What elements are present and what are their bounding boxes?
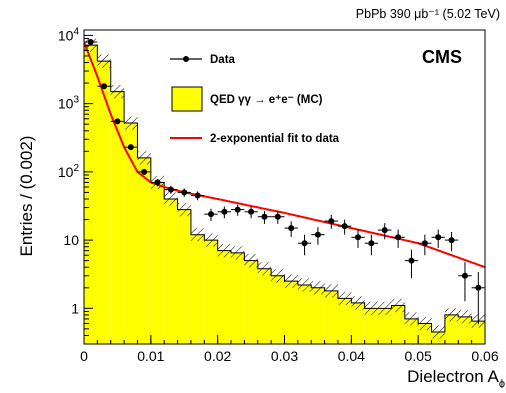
mc-bin xyxy=(204,240,218,344)
legend-fit-label: 2-exponential fit to data xyxy=(210,133,340,145)
x-tick-label: 0.03 xyxy=(271,348,298,364)
data-point xyxy=(314,231,321,238)
data-point xyxy=(194,192,201,199)
mc-bin xyxy=(378,308,392,344)
y-tick-label: 10 xyxy=(63,232,79,248)
mc-bin xyxy=(391,305,405,344)
data-point xyxy=(101,83,108,90)
y-tick-label: 1 xyxy=(71,300,79,316)
data-point xyxy=(114,118,121,125)
mc-bin xyxy=(177,209,191,344)
axes: 0 0.01 0.02 0.03 0.04 0.05 0.06 1 10 102 103 104 xyxy=(58,26,499,364)
x-tick-label: 0 xyxy=(80,348,88,364)
data-point xyxy=(421,240,428,247)
header-label: PbPb 390 μb⁻¹ (5.02 TeV) xyxy=(356,7,500,21)
data-point xyxy=(448,237,455,244)
mc-bin xyxy=(311,287,325,344)
data-point xyxy=(181,189,188,196)
mc-bin xyxy=(364,308,379,344)
mc-bin xyxy=(97,61,111,344)
mc-bin-uncertainty xyxy=(485,322,498,335)
legend-data-marker xyxy=(183,56,189,62)
legend-mc-swatch xyxy=(171,86,203,112)
x-tick-label: 0.02 xyxy=(204,348,231,364)
mc-bin xyxy=(297,284,312,344)
data-point xyxy=(475,284,482,291)
data-point xyxy=(328,218,335,225)
experiment-label: CMS xyxy=(422,47,462,67)
data-point xyxy=(408,257,415,264)
x-tick-label: 0.04 xyxy=(338,348,365,364)
data-point xyxy=(368,240,375,247)
mc-bin xyxy=(351,302,365,344)
data-point xyxy=(274,213,281,220)
mc-histogram xyxy=(84,38,506,344)
mc-bin xyxy=(485,329,498,344)
legend-data-label: Data xyxy=(210,54,236,66)
mc-bin xyxy=(244,260,258,344)
data-point xyxy=(355,234,362,241)
x-tick-label: 0.06 xyxy=(471,348,498,364)
mc-bin xyxy=(231,252,245,344)
data-point xyxy=(221,208,228,215)
data-point xyxy=(167,186,174,193)
y-tick-label: 102 xyxy=(58,163,80,180)
mc-bin xyxy=(257,268,272,344)
mc-bin xyxy=(284,281,298,344)
data-point xyxy=(435,234,442,241)
mc-bin xyxy=(324,290,338,344)
y-axis-label: Entries / (0.002) xyxy=(17,136,36,257)
y-tick-label: 104 xyxy=(58,26,80,43)
mc-bin xyxy=(110,91,125,344)
legend-mc-label: QED γγ → e⁺e⁻ (MC) xyxy=(210,94,323,106)
data-point xyxy=(207,211,214,218)
data-point xyxy=(381,227,388,234)
mc-bin xyxy=(458,316,472,344)
mc-bin xyxy=(444,314,459,344)
x-tick-label: 0.01 xyxy=(137,348,164,364)
mc-bin xyxy=(124,123,138,344)
data-point xyxy=(234,206,241,213)
data-point xyxy=(395,234,402,241)
mc-bin xyxy=(84,45,98,344)
data-point xyxy=(288,225,295,232)
fit-curve xyxy=(84,41,485,269)
data-point xyxy=(461,272,468,279)
data-points-layer xyxy=(84,39,485,325)
data-point xyxy=(248,208,255,215)
data-point xyxy=(141,168,148,175)
mc-bin xyxy=(190,234,205,344)
legend: Data QED γγ → e⁺e⁻ (MC) 2-exponential fi… xyxy=(170,54,340,145)
x-axis-label: Dielectron Aϕ xyxy=(407,367,505,388)
x-tick-label: 0.05 xyxy=(405,348,432,364)
fit-curve-layer xyxy=(84,41,485,269)
mc-bin xyxy=(150,182,165,344)
data-point xyxy=(154,179,161,186)
mc-bin xyxy=(164,199,178,344)
mc-bin xyxy=(217,250,232,344)
mc-bin xyxy=(137,157,151,344)
data-point xyxy=(341,223,348,230)
mc-bin-uncertainty xyxy=(498,329,506,342)
data-point xyxy=(127,144,134,151)
y-tick-label: 103 xyxy=(58,95,80,112)
data-point xyxy=(87,39,94,46)
mc-bin xyxy=(498,335,506,344)
data-point xyxy=(261,213,268,220)
mc-bin xyxy=(271,275,285,344)
mc-bin xyxy=(337,298,352,344)
data-point xyxy=(301,240,308,247)
